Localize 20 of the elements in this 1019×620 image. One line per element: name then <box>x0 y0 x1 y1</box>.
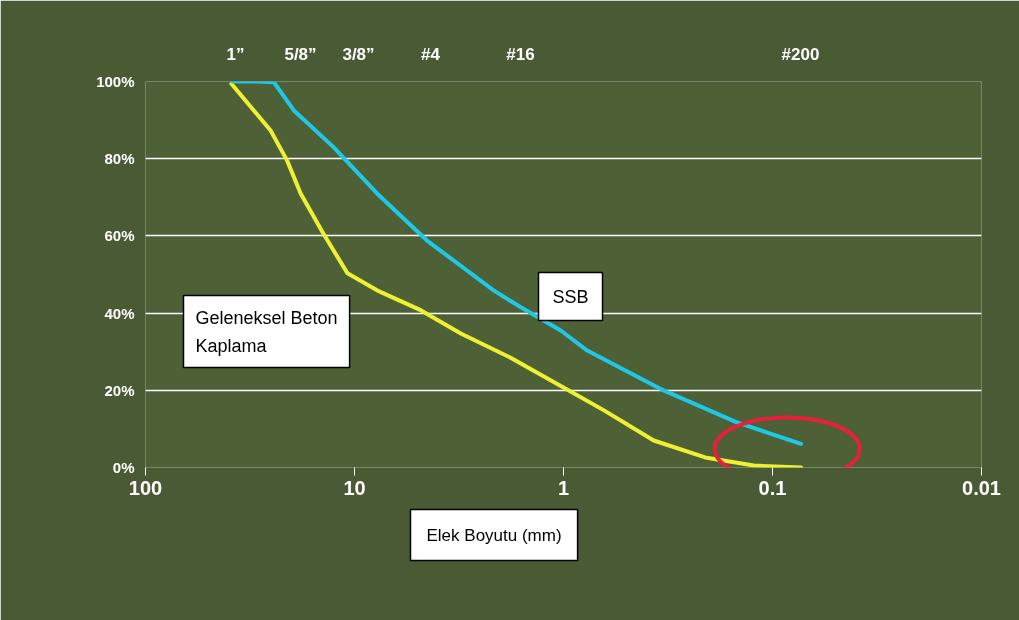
x-tick-label: 0.1 <box>758 476 787 499</box>
y-tick-label: 20% <box>104 381 135 399</box>
series-label: Geleneksel Beton Kaplama <box>195 307 338 356</box>
y-tick-label: 60% <box>104 227 135 245</box>
text: #16 <box>506 44 535 64</box>
y-tick-label: 40% <box>104 304 135 322</box>
text: #4 <box>421 44 441 64</box>
y-tick-label: 0% <box>112 459 135 476</box>
x-tick-label: 10 <box>343 476 366 499</box>
y-tick-label: 80% <box>104 150 135 168</box>
text: 1” <box>226 44 245 64</box>
text: #200 <box>781 44 820 64</box>
x-axis-title: Elek Boyutu (mm) <box>426 525 562 545</box>
x-tick-label: 0.01 <box>962 476 1001 499</box>
text: 3/8” <box>342 44 375 64</box>
text: 5/8” <box>284 44 317 64</box>
x-tick-label: 100 <box>128 476 163 499</box>
x-tick-label: 1 <box>557 476 570 499</box>
series-label: SSB <box>552 286 589 307</box>
y-tick-label: 100% <box>96 73 135 90</box>
